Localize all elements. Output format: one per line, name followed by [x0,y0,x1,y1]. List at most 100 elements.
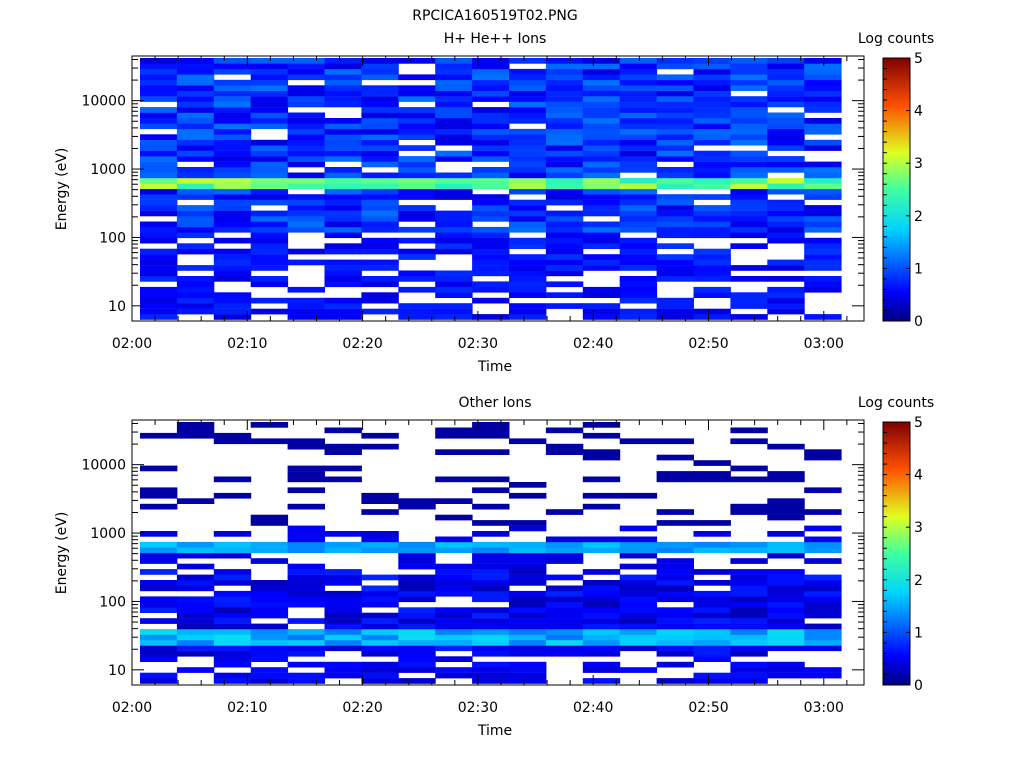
heatmap-cell [176,248,215,255]
heatmap-cell [176,221,215,228]
heatmap-cell [361,139,399,146]
heatmap-cell [361,308,399,315]
heatmap-cell [213,205,252,211]
heatmap-cell [656,276,694,282]
heatmap-cell [582,243,621,249]
heatmap-cell [730,667,768,673]
heatmap-cell [435,216,473,222]
heatmap-cell [472,618,510,624]
heatmap-cell [472,281,510,288]
heatmap-cell [619,128,658,135]
heatmap-cell [619,281,658,288]
heatmap-cell [730,590,768,597]
heatmap-cell [545,645,584,652]
heatmap-cell [361,58,399,64]
heatmap-cells [140,58,842,320]
heatmap-cell [582,607,621,613]
heatmap-cell [582,667,621,673]
heatmap-cell [287,58,325,64]
heatmap-cell [324,123,362,130]
heatmap-cell [730,161,768,168]
heatmap-cell [804,525,842,532]
heatmap-cell [361,531,399,537]
heatmap-cell [693,68,731,75]
heatmap-cell [619,68,658,75]
heatmap-cell [140,226,178,233]
heatmap-cell [767,101,805,108]
heatmap-cell [213,432,252,439]
heatmap-cell [582,150,621,157]
heatmap-cell [619,90,658,97]
heatmap-cell [545,177,584,184]
heatmap-cell [472,661,510,668]
heatmap-cell [176,574,215,581]
heatmap-cell [509,525,547,532]
heatmap-cell [287,661,325,668]
heatmap-cell [472,63,510,70]
heatmap-cell [509,678,547,684]
heatmap-cell [804,558,842,564]
heatmap-cell [361,123,399,130]
heatmap-cell [324,629,362,635]
heatmap-cell [250,58,289,64]
heatmap-cell [213,629,252,635]
heatmap-cell [804,672,842,679]
heatmap-cell [250,514,289,521]
heatmap-cell [287,547,325,554]
heatmap-cell [250,612,289,619]
heatmap-cell [730,79,768,86]
heatmap-cell [287,443,325,450]
heatmap-cell [804,536,842,543]
heatmap-cell [250,177,289,184]
heatmap-cell [472,607,510,613]
heatmap-cell [140,96,178,102]
heatmap-cell [250,656,289,662]
heatmap-cell [435,139,473,146]
heatmap-cell [730,640,768,646]
heatmap-cell [619,292,658,298]
heatmap-cell [250,580,289,586]
heatmap-cell [767,276,805,282]
heatmap-cell [582,101,621,108]
heatmap-cell [287,63,325,70]
heatmap-cell [804,139,842,146]
heatmap-cell [287,618,325,624]
heatmap-cell [545,150,584,157]
heatmap-cell [545,265,584,271]
heatmap-cell [398,623,436,630]
heatmap-cell [140,547,178,554]
heatmap-cell [213,547,252,554]
heatmap-cell [619,541,658,548]
heatmap-cell [176,297,215,304]
heatmap-cell [509,112,547,119]
heatmap-cell [324,314,362,320]
heatmap-cell [804,454,842,461]
heatmap-cell [176,580,215,586]
x-tick-label: 02:20 [342,700,382,716]
heatmap-cell [435,286,473,293]
colorbar-tick-label: 4 [914,104,923,120]
heatmap-cell [361,432,399,439]
heatmap-cell [472,569,510,575]
heatmap-cell [287,672,325,679]
heatmap-cell [324,156,362,162]
heatmap-cell [250,541,289,548]
heatmap-cell [176,123,215,130]
heatmap-cell [472,547,510,554]
heatmap-cell [767,667,805,673]
heatmap-cell [213,297,252,304]
heatmap-cell [140,79,178,86]
heatmap-cell [435,314,473,320]
heatmap-cell [656,640,694,646]
heatmap-cell [767,640,805,646]
heatmap-cell [287,68,325,75]
heatmap-cell [619,79,658,86]
heatmap-cell [472,107,510,113]
heatmap-cell [398,145,436,151]
heatmap-cell [287,297,325,304]
heatmap-cell [140,232,178,239]
heatmap-cell [656,232,694,239]
heatmap-cell [767,74,805,81]
heatmap-cell [361,492,399,499]
heatmap-cell [582,422,621,428]
